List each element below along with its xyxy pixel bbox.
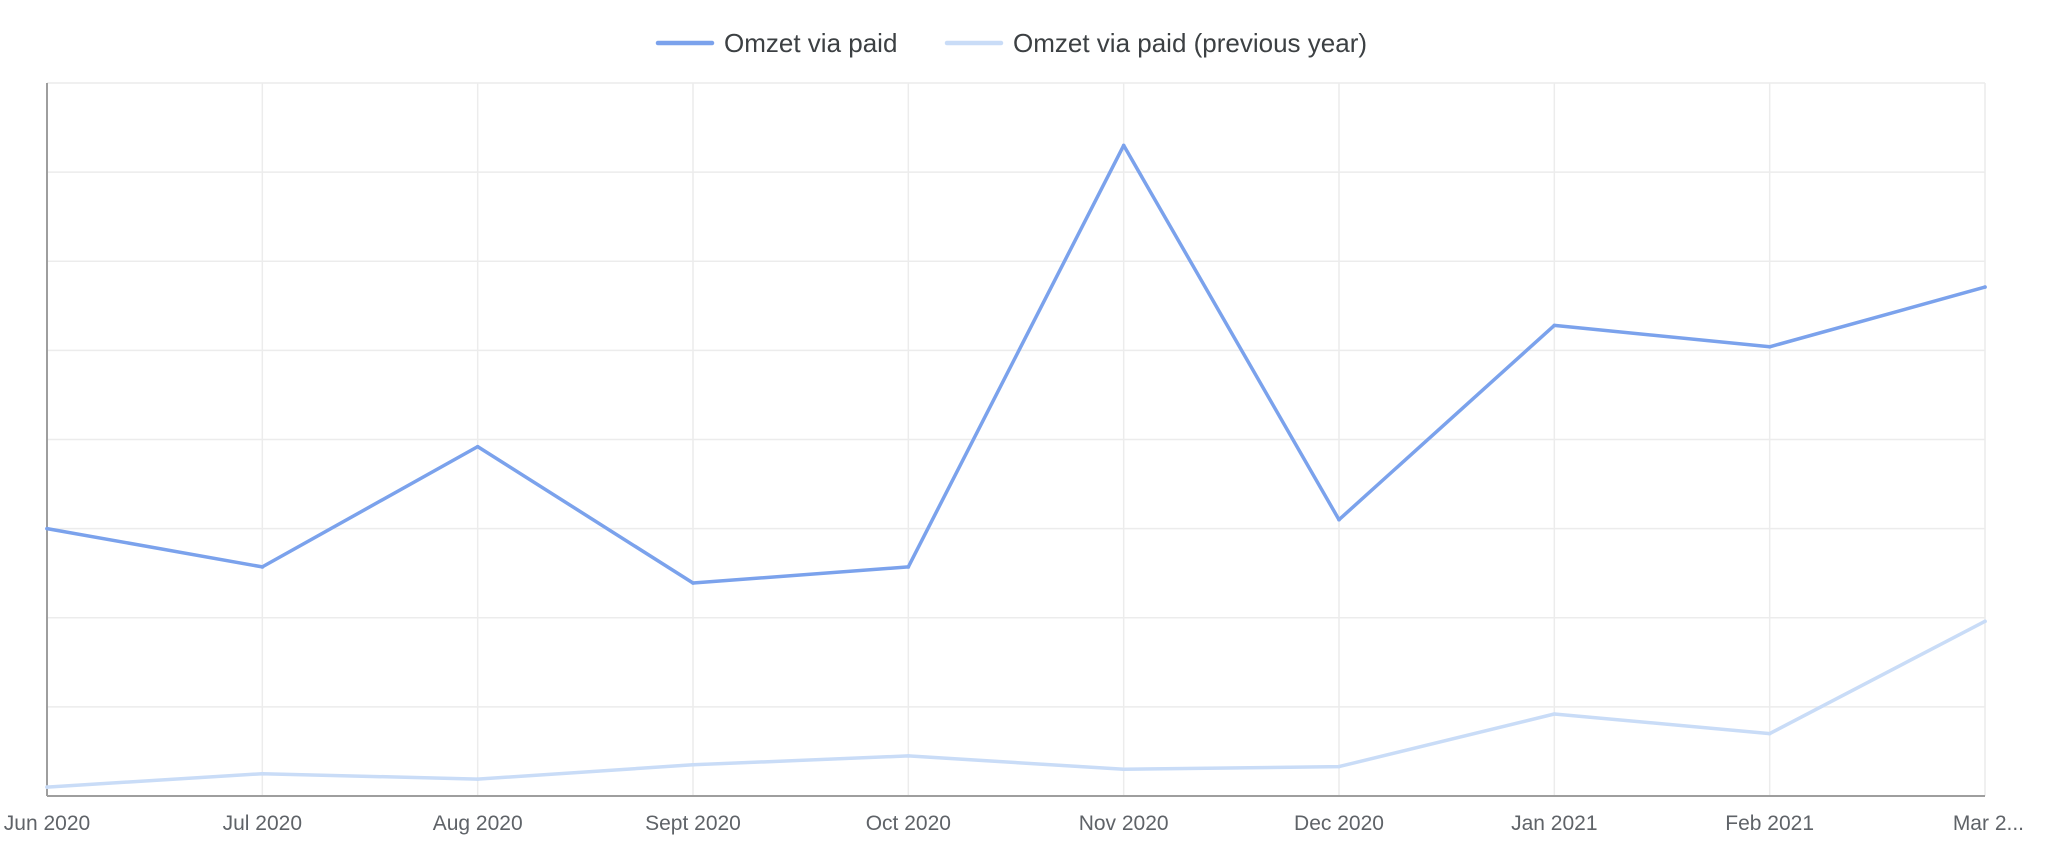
data-point [1983,285,1987,289]
legend-item-1[interactable]: Omzet via paid [655,28,897,58]
data-point [475,777,480,781]
x-tick-label: Mar 2... [1953,812,2024,835]
data-point [691,763,695,767]
legend-label: Omzet via paid [724,28,897,58]
x-tick-label: Dec 2020 [1294,812,1384,835]
x-tick-label: Jul 2020 [223,812,302,835]
grid [46,82,1986,797]
data-point [260,565,265,569]
x-tick-label: Feb 2021 [1725,812,1814,835]
legend-item-2[interactable]: Omzet via paid (previous year) [944,28,1367,58]
series-line-1 [45,143,1987,585]
data-point [1337,764,1341,769]
series-1 [45,143,1987,585]
data-point [1337,517,1341,522]
data-point [45,785,49,789]
data-point [1983,619,1987,624]
data-point [1767,731,1772,736]
x-axis-ticks: Jun 2020 Jul 2020 Aug 2020 Sept 2020 Oct 202… [4,812,2024,835]
x-tick-label: Oct 2020 [866,812,951,835]
data-point [906,754,911,758]
data-point [1121,767,1126,772]
data-point [691,581,695,585]
data-point [45,526,49,531]
data-point [1767,345,1772,349]
data-point [1552,712,1557,716]
legend-label: Omzet via paid (previous year) [1013,28,1367,58]
x-tick-label: Jun 2020 [4,812,90,835]
legend: Omzet via paid Omzet via paid (previous y… [655,28,1367,58]
series-lines [45,143,1987,789]
series-2 [45,619,1987,789]
x-tick-label: Aug 2020 [433,812,523,835]
axes [46,83,1985,797]
data-point [1121,143,1126,148]
data-point [1552,323,1557,328]
x-tick-label: Nov 2020 [1079,812,1169,835]
data-point [906,565,911,569]
data-point [260,771,265,776]
x-tick-label: Sept 2020 [645,812,741,835]
x-tick-label: Jan 2021 [1511,812,1597,835]
data-point [475,444,480,449]
series-line-2 [45,619,1987,789]
